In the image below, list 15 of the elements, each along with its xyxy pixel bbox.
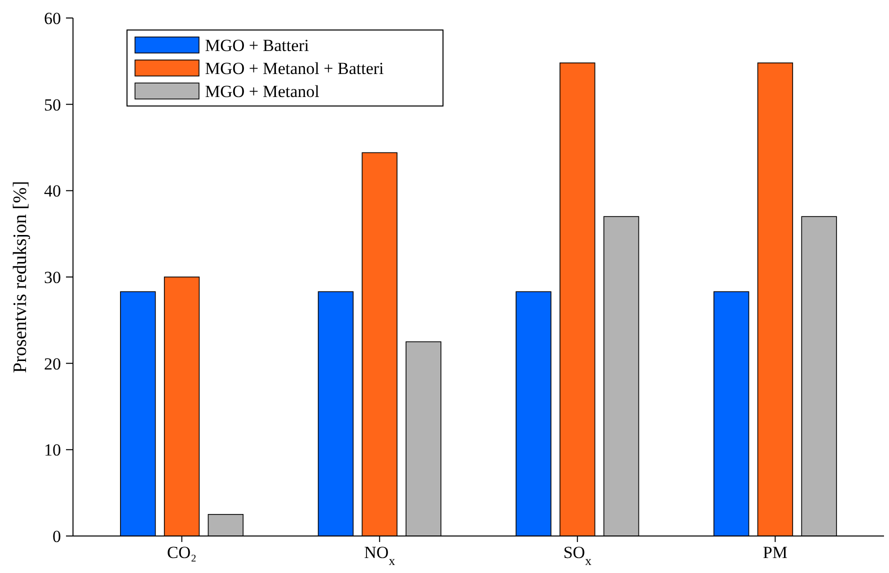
x-tick-label: CO₂ [167,543,197,562]
y-tick-label: 30 [44,268,61,287]
legend-label: MGO + Metanol [205,82,320,101]
x-tick-label: SO$_{x}$ [563,543,592,568]
y-tick-label: 40 [44,182,61,201]
legend-label: MGO + Batteri [205,36,310,55]
y-tick-label: 10 [44,440,61,460]
y-tick-label: 50 [44,95,61,114]
y-tick-label: 20 [44,354,61,374]
x-tick-label: PM [762,543,788,562]
legend-label: MGO + Metanol + Batteri [205,58,384,78]
y-axis-title: Prosentvis reduksjon [%] [10,180,31,374]
x-tick-label: NO$_{x}$ [364,543,396,568]
y-tick-label: 60 [44,8,61,28]
y-tick-label: 0 [52,526,61,546]
